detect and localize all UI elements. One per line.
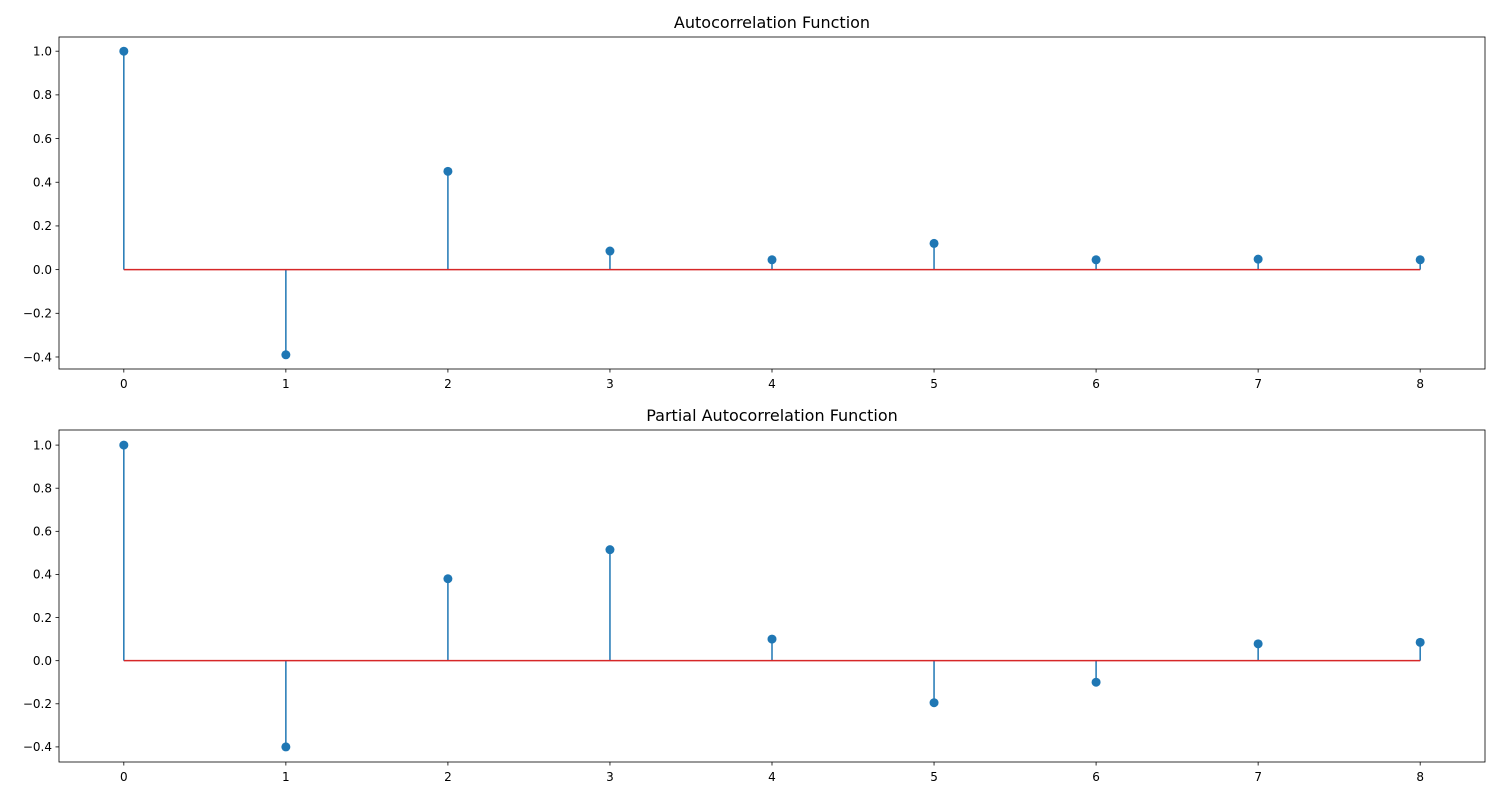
pacf-x-tick-label: 5 (930, 770, 938, 784)
acf-x-tick-label: 7 (1254, 377, 1262, 391)
acf-y-tick-label: −0.4 (23, 350, 52, 364)
pacf-x-tick-label: 7 (1254, 770, 1262, 784)
pacf-x-tick-label: 3 (606, 770, 614, 784)
pacf-x-tick-label: 4 (768, 770, 776, 784)
pacf-y-tick-label: 0.0 (33, 654, 52, 668)
acf-y-tick-label: 1.0 (33, 44, 52, 58)
pacf-marker (119, 440, 129, 450)
acf-marker (119, 46, 129, 56)
acf-x-tick-label: 3 (606, 377, 614, 391)
pacf-marker (605, 545, 615, 555)
acf-marker (767, 255, 777, 265)
acf-x-tick-label: 5 (930, 377, 938, 391)
acf-axes-frame (58, 36, 1486, 370)
acf-marker (1253, 254, 1263, 264)
pacf-x-tick-label: 0 (120, 770, 128, 784)
acf-y-tick-label: −0.2 (23, 307, 52, 321)
pacf-y-tick-label: 0.2 (33, 611, 52, 625)
acf-x-tick-label: 8 (1416, 377, 1424, 391)
acf-y-tick-label: 0.4 (33, 176, 52, 190)
pacf-marker (767, 634, 777, 644)
pacf-y-tick-label: −0.2 (23, 697, 52, 711)
acf-x-tick-label: 0 (120, 377, 128, 391)
pacf-axes-frame (58, 429, 1486, 763)
pacf-y-tick-label: 0.8 (33, 482, 52, 496)
acf-marker (605, 246, 615, 256)
acf-y-tick-label: 0.6 (33, 132, 52, 146)
acf-marker (929, 238, 939, 248)
acf-x-tick-label: 4 (768, 377, 776, 391)
pacf-x-tick-label: 2 (444, 770, 452, 784)
acf-panel: Autocorrelation Function 0 1 2 3 4 5 6 7 8 −0.4 −0.… (23, 13, 1486, 391)
acf-y-tick-label: 0.8 (33, 88, 52, 102)
pacf-x-tick-label: 1 (282, 770, 290, 784)
acf-title: Autocorrelation Function (674, 13, 870, 32)
pacf-y-tick-label: 0.4 (33, 568, 52, 582)
acf-marker (1415, 255, 1425, 265)
pacf-marker (1091, 677, 1101, 687)
acf-x-tick-label: 2 (444, 377, 452, 391)
pacf-marker (1415, 637, 1425, 647)
pacf-x-tick-label: 8 (1416, 770, 1424, 784)
pacf-panel: Partial Autocorrelation Function 0 1 2 3 4 5 6 7… (23, 406, 1486, 784)
pacf-marker (1253, 639, 1263, 649)
acf-x-tick-label: 1 (282, 377, 290, 391)
pacf-y-tick-label: −0.4 (23, 740, 52, 754)
pacf-y-tick-label: 1.0 (33, 438, 52, 452)
acf-marker (1091, 255, 1101, 265)
pacf-y-tick-label: 0.6 (33, 525, 52, 539)
acf-x-tick-label: 6 (1092, 377, 1100, 391)
pacf-marker (443, 574, 453, 584)
acf-y-tick-label: 0.2 (33, 219, 52, 233)
pacf-title: Partial Autocorrelation Function (646, 406, 898, 425)
pacf-marker (281, 742, 291, 752)
acf-y-tick-label: 0.0 (33, 263, 52, 277)
pacf-marker (929, 698, 939, 708)
pacf-x-tick-label: 6 (1092, 770, 1100, 784)
acf-marker (443, 166, 453, 176)
acf-marker (281, 350, 291, 360)
